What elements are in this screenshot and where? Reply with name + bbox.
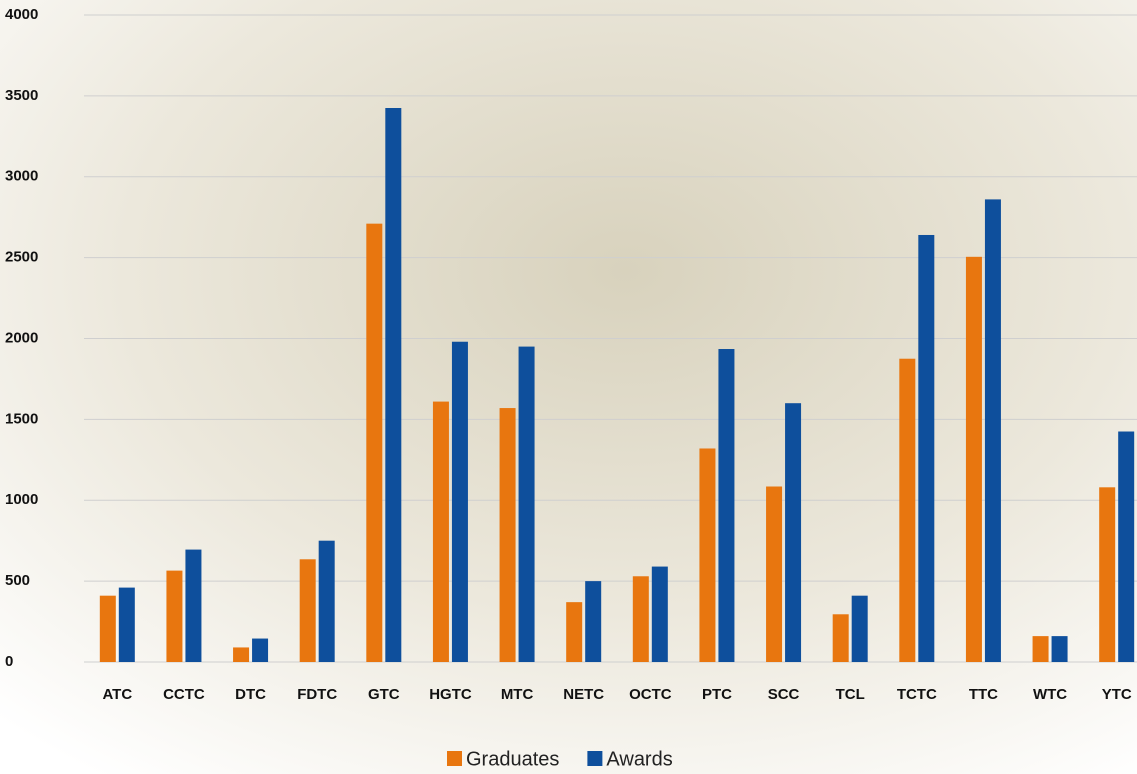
- y-tick-label: 3000: [5, 168, 38, 185]
- bar: [499, 408, 516, 662]
- bar: [899, 358, 916, 662]
- legend-swatch: [447, 751, 462, 766]
- y-tick-label: 2000: [5, 329, 38, 346]
- x-tick-label: HGTC: [429, 686, 472, 703]
- bar: [252, 638, 269, 662]
- bar: [718, 349, 735, 662]
- bar: [299, 559, 316, 662]
- x-tick-label: PTC: [702, 686, 732, 703]
- x-tick-label: TCTC: [897, 686, 937, 703]
- bar: [1032, 636, 1049, 662]
- bar: [432, 401, 449, 662]
- bar: [851, 595, 868, 662]
- bar: [185, 549, 202, 662]
- y-tick-label: 1500: [5, 410, 38, 427]
- bar: [651, 566, 668, 662]
- x-tick-label: WTC: [1033, 686, 1067, 703]
- bar: [99, 595, 116, 662]
- bar: [518, 346, 535, 662]
- bar: [984, 199, 1001, 662]
- bar: [965, 256, 982, 662]
- bar: [385, 108, 402, 663]
- bar: [785, 403, 802, 662]
- y-tick-label: 2500: [5, 249, 38, 266]
- x-tick-label: GTC: [368, 686, 400, 703]
- y-tick-label: 1000: [5, 491, 38, 508]
- bar: [318, 540, 335, 662]
- bar: [366, 223, 383, 662]
- bar: [918, 234, 935, 663]
- x-tick-label: CCTC: [163, 686, 205, 703]
- bar: [766, 486, 783, 662]
- x-tick-label: TTC: [969, 686, 998, 703]
- bar: [1118, 431, 1135, 662]
- bar: [632, 576, 649, 662]
- y-tick-label: 4000: [5, 6, 38, 23]
- x-tick-label: FDTC: [297, 686, 337, 703]
- bar: [451, 341, 468, 662]
- bar: [118, 587, 135, 662]
- bar: [1051, 636, 1068, 662]
- y-tick-label: 500: [5, 572, 30, 589]
- x-tick-label: NETC: [563, 686, 604, 703]
- y-tick-label: 3500: [5, 87, 38, 104]
- x-tick-label: DTC: [235, 686, 266, 703]
- x-tick-label: ATC: [102, 686, 132, 703]
- x-tick-label: SCC: [768, 686, 800, 703]
- bar: [566, 602, 583, 662]
- x-tick-label: OCTC: [629, 686, 672, 703]
- legend-label: Graduates: [466, 748, 559, 770]
- x-tick-label: TCL: [836, 686, 865, 703]
- legend-label: Awards: [606, 748, 672, 770]
- bar: [832, 614, 849, 662]
- legend-swatch: [587, 751, 603, 766]
- x-tick-label: YTC: [1102, 686, 1132, 703]
- bar: [166, 570, 183, 662]
- bar: [585, 581, 602, 662]
- bar: [233, 647, 250, 662]
- x-tick-label: MTC: [501, 686, 534, 703]
- y-tick-label: 0: [5, 653, 13, 670]
- bar: [1099, 487, 1116, 662]
- bar: [699, 448, 716, 662]
